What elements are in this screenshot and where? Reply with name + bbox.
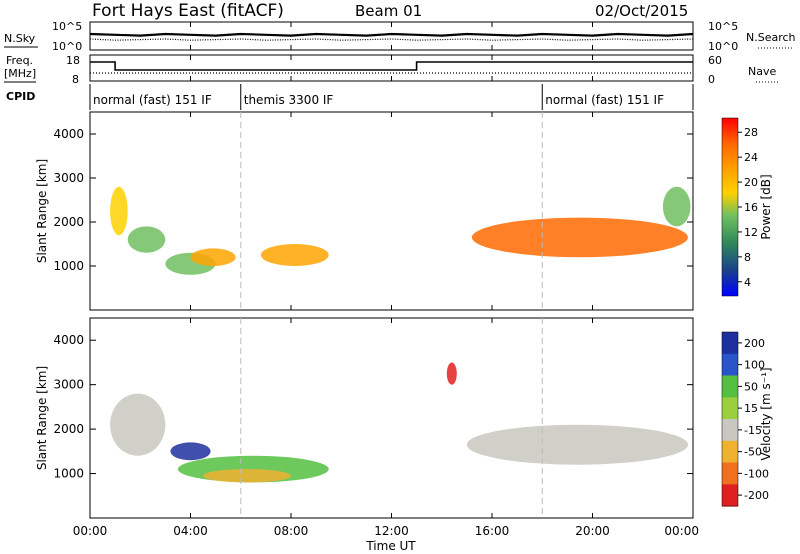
- noise-right-tick-bottom: 10^0: [708, 40, 738, 53]
- velocity-cb-tick-label: 200: [744, 337, 765, 350]
- y-tick-label: 2000: [53, 215, 84, 229]
- power-guides: [240, 112, 543, 310]
- velocity-cb-tick-label: -100: [744, 467, 769, 480]
- y-tick-label: 3000: [53, 378, 84, 392]
- nsearch-trace: [89, 38, 694, 41]
- power-cb-tick-label: 4: [744, 276, 751, 289]
- cpid-segment-label: normal (fast) 151 IF: [545, 93, 664, 107]
- x-tick-label: 00:00: [664, 524, 699, 538]
- y-tick-label: 1000: [53, 259, 84, 273]
- velocity-cb-tick-label: -50: [744, 446, 762, 459]
- velocity-data: [110, 362, 688, 483]
- velocity-cb-tick-label: 100: [744, 359, 765, 372]
- power-cb-tick-label: 28: [744, 126, 758, 139]
- velocity-colorbar-ticks: 200 100 50 15 -15 -50 -100 -200: [738, 337, 769, 502]
- power-cb-tick-label: 24: [744, 151, 758, 164]
- velocity-cb-segment: [722, 462, 738, 485]
- power-colorbar: [721, 117, 739, 297]
- freq-left-tick-top: 18: [66, 54, 80, 67]
- x-axis-label: Time UT: [365, 539, 416, 553]
- y-tick-label: 1000: [53, 467, 84, 481]
- y-tick-label: 2000: [53, 422, 84, 436]
- x-tick-label: 16:00: [475, 524, 510, 538]
- freq-label-line1: Freq.: [6, 54, 33, 67]
- power-panel: [89, 111, 694, 311]
- velocity-colorbar-label: Velocity [m s⁻¹]: [759, 367, 773, 460]
- cpid-segment-label: normal (fast) 151 IF: [93, 93, 212, 107]
- powerBlobs-blob: [127, 226, 166, 253]
- power-colorbar-ticks: 28 24 20 16 12 8 4: [738, 126, 758, 289]
- nsearch-label: N.Search: [746, 31, 796, 44]
- beam-label: Beam 01: [355, 2, 422, 20]
- power-data: [110, 186, 691, 275]
- noise-left-tick-bottom: 10^0: [52, 40, 82, 53]
- velocity-cb-segment: [722, 375, 738, 398]
- velocity-guides: [240, 318, 543, 518]
- x-tick-label: 08:00: [274, 524, 309, 538]
- velocity-panel: [89, 317, 694, 519]
- freq-left-tick-bottom: 8: [72, 73, 79, 86]
- velocity-colorbar: [721, 331, 739, 507]
- noise-traces: [89, 32, 694, 41]
- powerBlobs-blob: [190, 248, 236, 266]
- velocity-cb-segment: [722, 332, 738, 355]
- powerBlobs-blob: [110, 186, 128, 236]
- power-cb-tick-label: 20: [744, 176, 758, 189]
- velocity-cb-border: [721, 331, 739, 507]
- noise-right-tick-top: 10^5: [708, 20, 738, 33]
- y-tick-label: 3000: [53, 171, 84, 185]
- cpid-label: CPID: [6, 90, 35, 103]
- power-cb-tick-label: 8: [744, 251, 751, 264]
- velBlobs-blob: [446, 362, 457, 385]
- velocity-cb-tick-label: -200: [744, 489, 769, 502]
- velocity-cb-tick-label: 15: [744, 402, 758, 415]
- x-tick-label: 12:00: [374, 524, 409, 538]
- freq-right-tick-bottom: 0: [708, 73, 715, 86]
- power-colorbar-label: Power [dB]: [759, 174, 773, 239]
- freq-label-line2: [MHz]: [4, 67, 36, 80]
- velBlobs-blob: [466, 424, 688, 465]
- nave-label: Nave: [748, 65, 776, 78]
- velocity-cb-tick-label: 50: [744, 380, 758, 393]
- velocity-cb-segment: [722, 397, 738, 420]
- cpid-strip: normal (fast) 151 IF themis 3300 IF normal…: [93, 84, 664, 110]
- velocity-cb-tick-label: -15: [744, 424, 762, 437]
- y-tick-label: 4000: [53, 127, 84, 141]
- velBlobs-blob: [203, 469, 291, 483]
- velocity-cb-segment: [722, 484, 738, 507]
- velocity-y-ticks: 1000 2000 3000 4000: [53, 333, 693, 481]
- date-label: 02/Oct/2015: [595, 2, 688, 20]
- x-axis-ticks: 00:00 04:00 08:00 12:00 16:00 20:00 00:00: [73, 22, 699, 538]
- velBlobs-blob: [110, 393, 166, 456]
- nsky-trace: [89, 32, 694, 37]
- powerBlobs-blob: [662, 186, 691, 227]
- chart-title: Fort Hays East (fitACF): [92, 1, 284, 21]
- velocity-ylabel: Slant Range [km]: [35, 366, 49, 470]
- velocity-cb-segment: [722, 440, 738, 464]
- powerBlobs-blob: [471, 217, 688, 258]
- freq-right-tick-top: 60: [708, 54, 722, 67]
- power-cb-tick-label: 12: [744, 226, 758, 239]
- freq-trace: [90, 61, 693, 71]
- x-tick-label: 20:00: [575, 524, 610, 538]
- x-tick-label: 00:00: [73, 524, 108, 538]
- power-cb-tick-label: 16: [744, 201, 758, 214]
- power-y-ticks: 1000 2000 3000 4000: [53, 127, 693, 273]
- freq-traces: [90, 61, 693, 74]
- velBlobs-blob: [170, 442, 211, 461]
- powerBlobs-blob: [260, 244, 329, 266]
- nsky-label: N.Sky: [4, 32, 36, 45]
- y-tick-label: 4000: [53, 333, 84, 347]
- velocity-cb-segment: [722, 419, 738, 442]
- x-tick-label: 04:00: [173, 524, 208, 538]
- cpid-segment-label: themis 3300 IF: [244, 93, 334, 107]
- power-ylabel: Slant Range [km]: [35, 159, 49, 263]
- velocity-cb-segment: [722, 353, 738, 377]
- noise-left-tick-top: 10^5: [52, 20, 82, 33]
